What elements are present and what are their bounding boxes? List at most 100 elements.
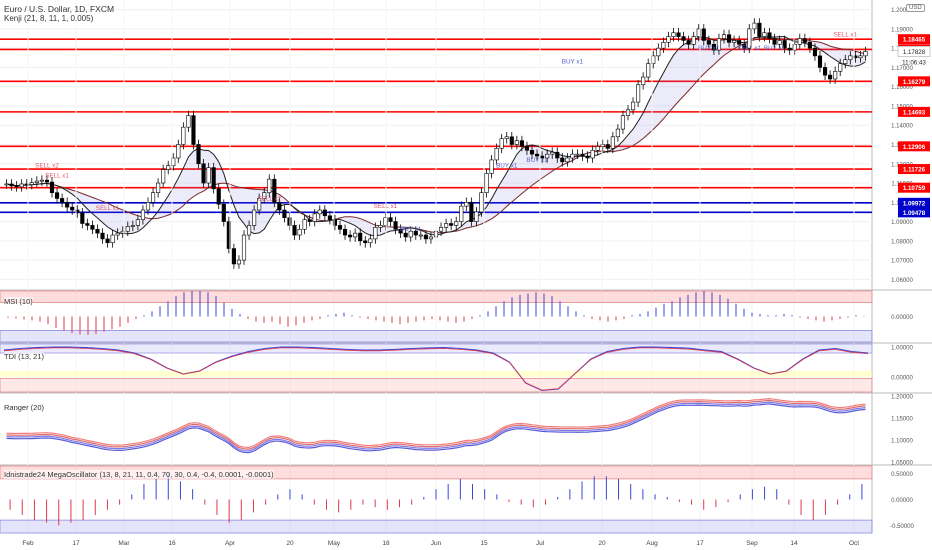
candle-up [863,51,868,57]
candle-up [171,157,176,166]
candle-down [767,32,772,39]
candle-down [277,202,282,211]
candle-up [590,149,595,159]
signal-label: SELL x2 [35,163,59,170]
candle-down [221,203,226,222]
tdi-tick-label: 0.00000 [891,376,913,382]
candle-down [65,202,70,208]
candle-up [297,228,302,236]
x-tick-label: Apr [225,540,236,547]
candle-up [494,148,499,161]
x-tick-label: Jun [431,540,442,547]
candle-up [257,198,262,211]
candle-up [418,234,423,237]
level-badge [898,76,930,87]
candle-up [19,183,24,188]
x-tick-label: 20 [286,540,294,547]
candle-up [353,232,358,238]
candle-up [181,126,186,145]
candle-up [110,234,115,244]
signal-label: SELL x1 [45,172,69,179]
candle-up [641,76,646,86]
candle-down [757,22,762,37]
signal-label: BUY x1 [698,45,720,52]
x-tick-label: Sep [746,540,758,547]
signal-label: SELL x1 [96,205,120,212]
x-tick-label: 17 [72,540,80,547]
msi-zone [0,330,873,343]
x-tick-label: Aug [646,540,658,547]
candle-down [272,178,277,203]
signal-label: BUY x1 [526,157,548,164]
candle-down [772,38,777,45]
candle-up [246,225,252,236]
candle-down [292,225,297,236]
currency-badge[interactable]: USD [906,4,925,12]
candle-up [762,32,767,37]
tdi-line [3,346,869,392]
candle-up [438,227,444,232]
candle-down [44,179,50,183]
candle-up [140,209,146,220]
x-tick-label: 17 [696,540,704,547]
candle-down [726,34,732,43]
candle-up [479,192,484,213]
x-tick-label: 16 [168,540,176,547]
msi-zone [0,290,873,303]
ranger-tick-label: 1.10000 [891,438,913,444]
x-tick-label: 15 [480,540,488,547]
candle-down [85,223,90,226]
signal-label: BUY x1 [562,59,584,66]
candle-down [358,232,363,242]
candle-down [787,47,792,51]
candle-up [474,211,479,222]
candle-up [186,115,191,128]
level-value: 1.16279 [903,79,926,86]
candle-up [752,22,757,30]
ranger-tick-label: 1.15000 [891,417,913,423]
candle-up [408,230,413,238]
candle-down [337,225,343,230]
ranger-band [6,399,866,450]
candle-up [696,28,701,37]
x-tick-label: 20 [598,540,606,547]
candle-up [120,230,125,234]
candle-up [661,42,666,49]
candle-up [646,63,651,78]
candle-up [252,209,257,226]
candle-up [615,128,620,138]
mega-tick-label: 0.50000 [891,472,913,478]
candle-up [161,169,166,184]
candle-down [327,215,332,220]
mega-tick-label: 0.00000 [891,498,913,504]
candle-down [105,238,110,244]
x-tick-label: 18 [382,540,390,547]
chart-title: Euro / U.S. Dollar, 1D, FXCM [4,4,115,14]
tdi-tick-label: 1.00000 [891,346,913,352]
candle-up [267,178,272,193]
candle-up [716,38,722,51]
candle-up [241,234,247,261]
candle-down [812,47,818,57]
candle-up [145,202,151,211]
level-badge [898,34,930,45]
candle-up [130,225,135,227]
candle-up [34,180,39,183]
signal-label: BUY x1 [496,163,518,170]
candle-down [196,144,201,165]
level-value: 1.09478 [903,210,926,217]
candle-down [393,221,398,230]
candle-down [90,225,95,230]
candle-down [60,198,65,203]
candle-down [75,209,80,214]
candle-down [519,140,524,147]
candle-up [150,192,156,203]
candle-up [236,259,242,265]
candle-up [858,55,863,59]
candle-up [166,165,171,170]
candle-down [782,40,787,49]
ranger-band [6,397,866,449]
candle-up [302,219,307,230]
candle-up [651,55,656,64]
